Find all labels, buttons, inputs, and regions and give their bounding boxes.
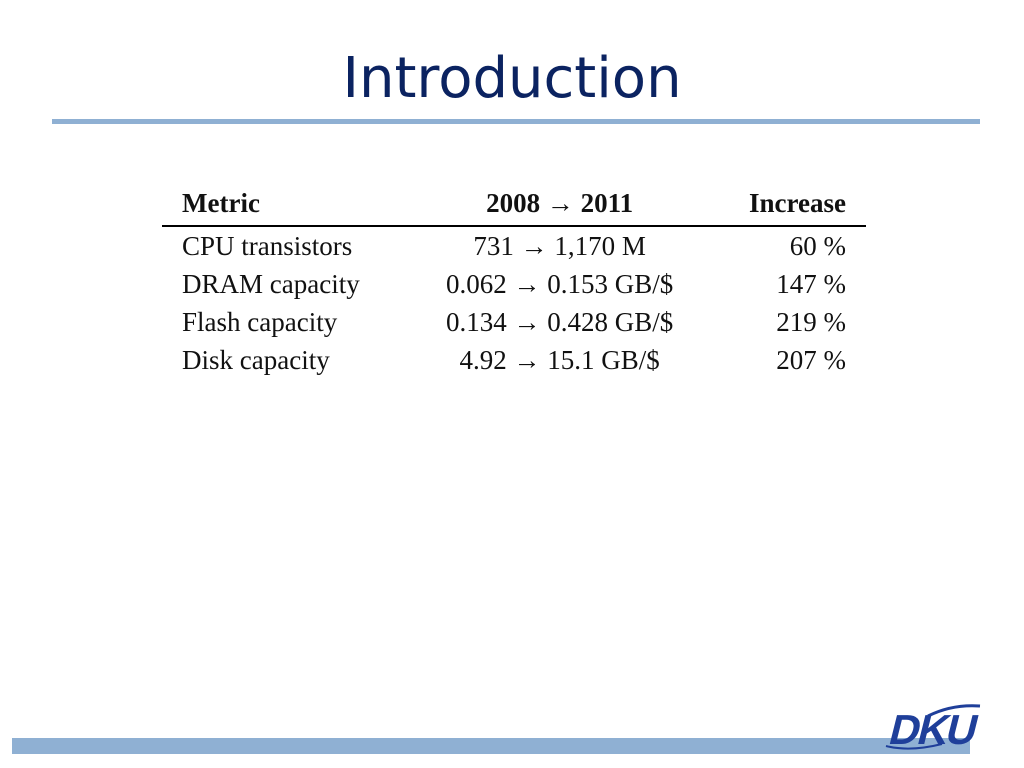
cell-increase: 147 %	[776, 268, 846, 299]
table-row: CPU transistors 731 → 1,170 M 60 %	[162, 226, 866, 265]
cell-change: 4.92 → 15.1 GB/$	[459, 344, 660, 375]
cell-change: 0.062 → 0.153 GB/$	[446, 268, 674, 299]
dku-logo: DKU	[885, 704, 982, 752]
cell-metric: Flash capacity	[182, 306, 338, 337]
logo-underline	[885, 743, 943, 750]
header-metric: Metric	[162, 183, 409, 227]
cell-increase: 60 %	[789, 230, 846, 261]
cell-change: 731 → 1,170 M	[473, 230, 646, 261]
title-divider	[52, 119, 980, 124]
footer-bar	[12, 738, 970, 754]
cell-metric: CPU transistors	[182, 230, 353, 261]
table-row: DRAM capacity 0.062 → 0.153 GB/$ 147 %	[162, 265, 866, 303]
header-change: 2008 → 2011	[408, 183, 711, 227]
table-row: Flash capacity 0.134 → 0.428 GB/$ 219 %	[162, 303, 866, 341]
header-increase: Increase	[710, 183, 866, 227]
table-row: Disk capacity 4.92 → 15.1 GB/$ 207 %	[162, 341, 866, 379]
cell-increase: 219 %	[776, 306, 846, 337]
cell-change: 0.134 → 0.428 GB/$	[446, 306, 674, 337]
cell-increase: 207 %	[776, 344, 846, 375]
slide-title: Introduction	[342, 46, 682, 111]
cell-metric: Disk capacity	[182, 344, 330, 375]
metrics-table: Metric 2008 → 2011 Increase CPU transist…	[162, 183, 866, 379]
table-header-row: Metric 2008 → 2011 Increase	[162, 183, 866, 227]
cell-metric: DRAM capacity	[182, 268, 360, 299]
logo-swoosh	[927, 704, 981, 718]
